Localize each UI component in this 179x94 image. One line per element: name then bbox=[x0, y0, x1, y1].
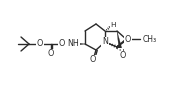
Polygon shape bbox=[117, 31, 123, 52]
Text: O: O bbox=[120, 52, 126, 61]
Text: CH₃: CH₃ bbox=[143, 34, 157, 44]
Text: NH: NH bbox=[67, 39, 79, 49]
Text: O: O bbox=[37, 39, 43, 49]
Text: O: O bbox=[90, 55, 96, 64]
Text: O: O bbox=[59, 39, 65, 49]
Text: H: H bbox=[110, 22, 116, 28]
Text: O: O bbox=[48, 50, 54, 58]
Polygon shape bbox=[73, 42, 85, 46]
Text: N: N bbox=[102, 38, 108, 47]
Text: O: O bbox=[125, 34, 131, 44]
Text: H: H bbox=[118, 49, 124, 55]
